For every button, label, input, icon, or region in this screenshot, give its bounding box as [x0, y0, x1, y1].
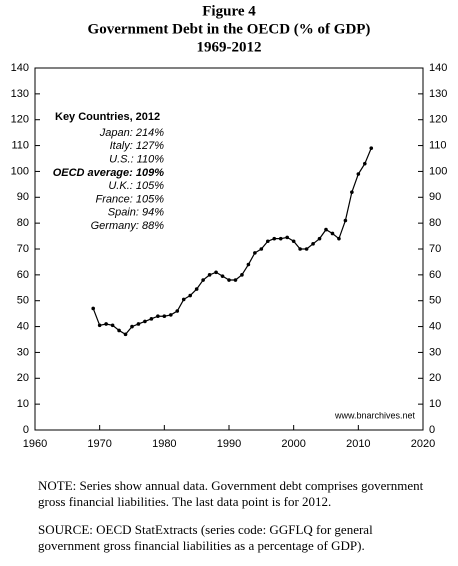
y2-tick-label: 140 [429, 62, 447, 74]
x-tick-label: 1990 [217, 438, 241, 450]
key-entry: Germany: 88% [91, 220, 165, 232]
y2-tick-label: 50 [429, 295, 441, 307]
x-tick-label: 2020 [411, 438, 435, 450]
y-tick-label: 120 [11, 114, 29, 126]
point [104, 322, 108, 326]
key-entry: France: 105% [96, 193, 165, 205]
point [343, 218, 348, 223]
figure-label: Figure 4 [202, 3, 256, 19]
point [240, 273, 244, 277]
y-tick-label: 110 [11, 139, 29, 151]
y-tick-label: 30 [17, 346, 29, 358]
point [117, 328, 121, 333]
key-title: Key Countries, 2012 [55, 111, 160, 123]
x-tick-label: 2010 [346, 438, 370, 450]
point [175, 309, 180, 313]
y-tick-label: 100 [11, 165, 29, 177]
point [298, 247, 302, 251]
point [181, 297, 186, 302]
point [291, 239, 296, 244]
y-tick-label: 70 [17, 243, 29, 255]
y2-tick-label: 0 [429, 424, 435, 436]
point [330, 231, 335, 236]
point [220, 274, 225, 278]
point [110, 323, 115, 328]
point [311, 242, 315, 246]
key-entry: U.K.: 105% [108, 180, 164, 192]
point [272, 236, 277, 241]
y-tick-label: 50 [17, 295, 29, 307]
point [363, 161, 367, 166]
x-tick-label: 1960 [23, 438, 47, 450]
point [227, 278, 231, 282]
y-tick-label: 80 [17, 217, 29, 229]
y2-tick-label: 60 [429, 269, 441, 281]
y2-tick-label: 90 [429, 191, 441, 203]
y2-tick-label: 30 [429, 346, 441, 358]
chart-subtitle: 1969-2012 [197, 39, 262, 55]
y-tick-label: 130 [11, 88, 29, 100]
point [194, 287, 199, 291]
point [162, 314, 167, 319]
y-tick-label: 0 [23, 424, 29, 436]
point [91, 306, 95, 311]
point [304, 247, 309, 251]
y2-tick-label: 130 [429, 88, 447, 100]
point [169, 313, 173, 317]
x-tick-label: 1980 [152, 438, 176, 450]
point [259, 247, 264, 251]
y-tick-label: 20 [17, 372, 29, 384]
key-entry: U.S.: 110% [109, 154, 164, 166]
point [123, 332, 128, 337]
point [201, 278, 205, 282]
y-tick-label: 90 [17, 191, 29, 203]
point [285, 235, 290, 240]
y-tick-label: 10 [17, 398, 29, 410]
watermark: www.bnarchives.net [334, 410, 416, 420]
point [233, 278, 238, 282]
y2-tick-label: 110 [429, 139, 447, 151]
y2-tick-label: 40 [429, 320, 441, 332]
y-tick-label: 140 [11, 62, 29, 74]
point [278, 236, 283, 241]
point [143, 319, 147, 324]
point [214, 270, 218, 275]
x-tick-label: 1970 [87, 438, 111, 450]
y2-tick-label: 20 [429, 372, 441, 384]
point [97, 323, 102, 328]
y2-tick-label: 120 [429, 114, 447, 126]
point [207, 273, 212, 277]
y2-tick-label: 70 [429, 243, 441, 255]
point [136, 322, 141, 326]
note: NOTE: Series show annual data. Governmen… [38, 478, 424, 509]
point [317, 236, 322, 241]
chart: Figure 4 Government Debt in the OECD (% … [11, 3, 448, 450]
key-entry: Japan: 214% [99, 127, 164, 139]
point [246, 262, 251, 267]
point [324, 227, 328, 232]
y-tick-label: 40 [17, 320, 29, 332]
point [350, 190, 354, 194]
point [149, 317, 154, 321]
y2-tick-label: 100 [429, 165, 447, 177]
y-tick-label: 60 [17, 269, 29, 281]
x-tick-label: 2000 [281, 438, 305, 450]
point [130, 324, 134, 329]
point [188, 293, 192, 298]
y2-tick-label: 10 [429, 398, 441, 410]
y2-tick-label: 80 [429, 217, 441, 229]
point [156, 314, 160, 319]
point [369, 146, 374, 150]
key-entry: Spain: 94% [108, 207, 164, 219]
chart-title: Government Debt in the OECD (% of GDP) [88, 21, 371, 37]
key-entry: OECD average: 109% [53, 167, 164, 179]
point [356, 172, 361, 176]
point [266, 239, 270, 244]
source: SOURCE: OECD StatExtracts (series code: … [38, 522, 373, 553]
point [253, 251, 257, 255]
point [337, 236, 341, 241]
key-entry: Italy: 127% [110, 140, 165, 152]
